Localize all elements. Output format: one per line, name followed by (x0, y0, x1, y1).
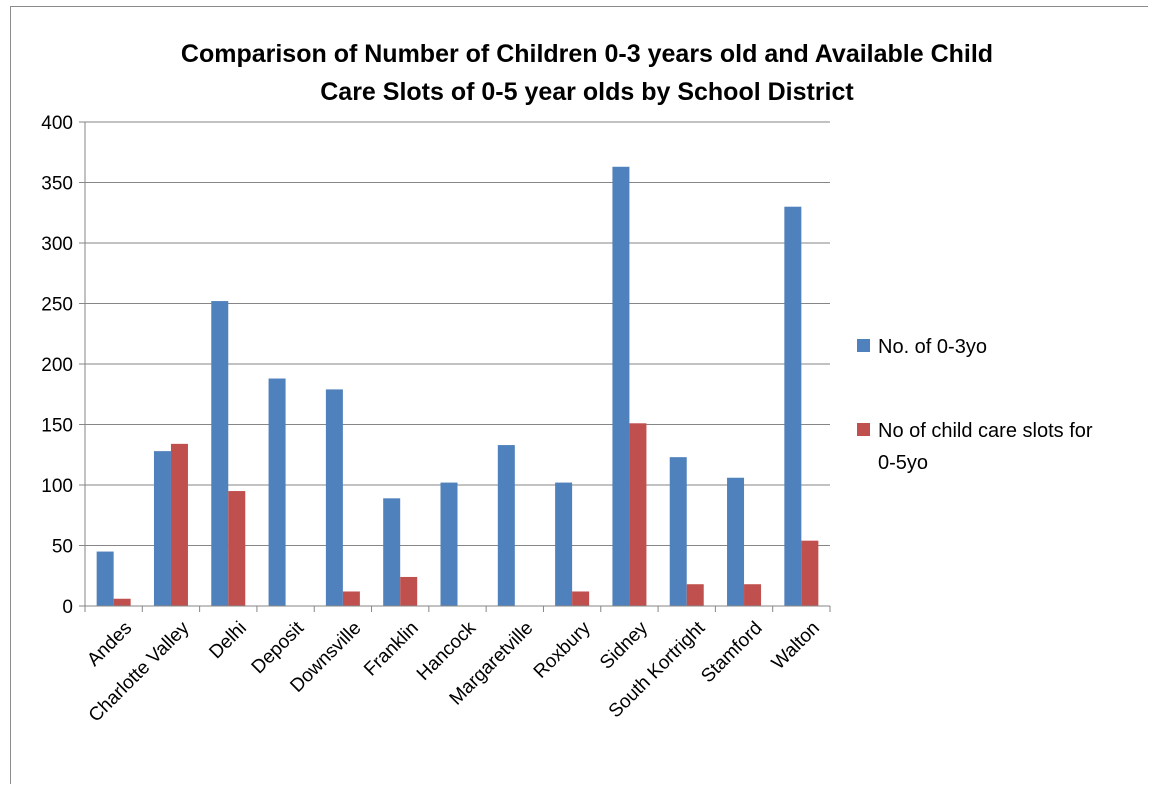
bar-care-slots-0-5-sidney (629, 423, 647, 606)
x-category-label-charlotte-valley: Charlotte Valley (85, 617, 194, 726)
bar-children-0-3-delhi (211, 301, 229, 606)
x-category-label-delhi: Delhi (205, 618, 250, 663)
bar-children-0-3-sidney (612, 166, 630, 606)
x-category-label-sidney: Sidney (596, 617, 652, 673)
x-category-label-roxbury: Roxbury (530, 617, 595, 682)
chart-frame (10, 6, 1148, 784)
bar-children-0-3-walton (784, 206, 802, 606)
bar-children-0-3-charlotte-valley (153, 451, 171, 606)
legend: No. of 0-3yo No of child care slots for 0-… (857, 336, 1093, 474)
y-tick-label-250: 250 (41, 295, 73, 316)
bar-children-0-3-franklin (383, 498, 401, 606)
bar-children-0-3-south-kortright (669, 457, 687, 606)
bar-care-slots-0-5-south-kortright (686, 584, 704, 606)
bar-care-slots-0-5-andes (113, 598, 131, 606)
y-tick-label-50: 50 (52, 537, 73, 558)
bar-children-0-3-stamford (727, 477, 745, 606)
y-tick-label-150: 150 (41, 416, 73, 437)
bar-care-slots-0-5-walton (801, 540, 819, 606)
legend-label-children-0-3: No. of 0-3yo (878, 336, 987, 358)
x-category-label-andes: Andes (83, 618, 136, 671)
y-tick-label-350: 350 (41, 174, 73, 195)
bar-children-0-3-hancock (440, 482, 458, 606)
axes (84, 122, 831, 612)
x-category-label-walton: Walton (768, 618, 824, 674)
bar-children-0-3-roxbury (555, 482, 573, 606)
bar-children-0-3-margaretville (497, 445, 515, 606)
y-tick-label-200: 200 (41, 355, 73, 376)
bars (96, 166, 819, 606)
x-category-label-stamford: Stamford (697, 618, 766, 687)
legend-label-care-slots-0-5: No of child care slots for (878, 420, 1093, 442)
y-tick-label-300: 300 (41, 234, 73, 255)
bar-care-slots-0-5-charlotte-valley (170, 443, 188, 606)
y-tick-label-400: 400 (41, 113, 73, 134)
y-tick-label-0: 0 (62, 597, 73, 618)
legend-label-care-slots-0-5-line-2: 0-5yo (878, 452, 928, 474)
bar-care-slots-0-5-roxbury (572, 591, 590, 606)
y-tick-label-100: 100 (41, 476, 73, 497)
bar-children-0-3-andes (96, 551, 114, 606)
y-axis-tick-labels: 0 50 100 150 200 250 300 350 400 (41, 113, 73, 618)
bar-care-slots-0-5-downsville (342, 591, 360, 606)
bar-children-0-3-downsville (325, 389, 343, 606)
bar-care-slots-0-5-franklin (400, 576, 418, 606)
chart-title-line-1: Comparison of Number of Children 0-3 yea… (181, 40, 993, 68)
bar-care-slots-0-5-stamford (744, 584, 762, 606)
legend-swatch-care-slots-0-5 (857, 423, 870, 436)
legend-swatch-children-0-3 (857, 339, 870, 352)
bar-children-0-3-deposit (268, 378, 286, 606)
chart-title-line-2: Care Slots of 0-5 year olds by School Di… (320, 78, 854, 106)
bar-care-slots-0-5-delhi (228, 491, 246, 606)
